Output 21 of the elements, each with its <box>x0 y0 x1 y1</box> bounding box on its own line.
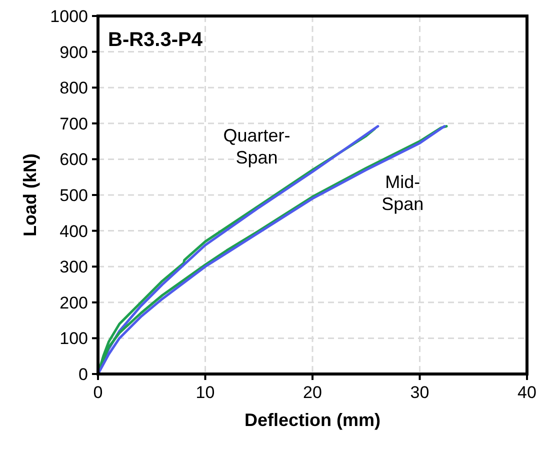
y-tick-label: 500 <box>60 186 88 205</box>
x-tick-label: 20 <box>303 383 322 402</box>
x-tick-label: 10 <box>196 383 215 402</box>
y-tick-label: 700 <box>60 114 88 134</box>
y-tick-label: 800 <box>60 78 88 98</box>
y-axis-title: Load (kN) <box>20 154 40 236</box>
y-tick-label: 400 <box>60 222 88 241</box>
x-tick-label: 30 <box>410 383 430 402</box>
annotation: Quarter-Span <box>223 125 290 168</box>
y-tick-label: 900 <box>60 42 88 62</box>
x-axis-title: Deflection (mm) <box>244 410 381 430</box>
x-tick-label: 0 <box>93 383 103 402</box>
y-tick-label: 0 <box>78 364 88 384</box>
text: B-R3.3-P4 <box>108 29 204 51</box>
y-tick-label: 1000 <box>50 6 88 26</box>
x-tick-label: 40 <box>518 383 536 402</box>
y-tick-label: 100 <box>60 329 88 348</box>
y-tick-label: 600 <box>60 150 88 170</box>
y-tick-label: 200 <box>60 293 88 312</box>
annotation: Mid-Span <box>382 172 424 214</box>
y-tick-label: 300 <box>60 258 88 277</box>
